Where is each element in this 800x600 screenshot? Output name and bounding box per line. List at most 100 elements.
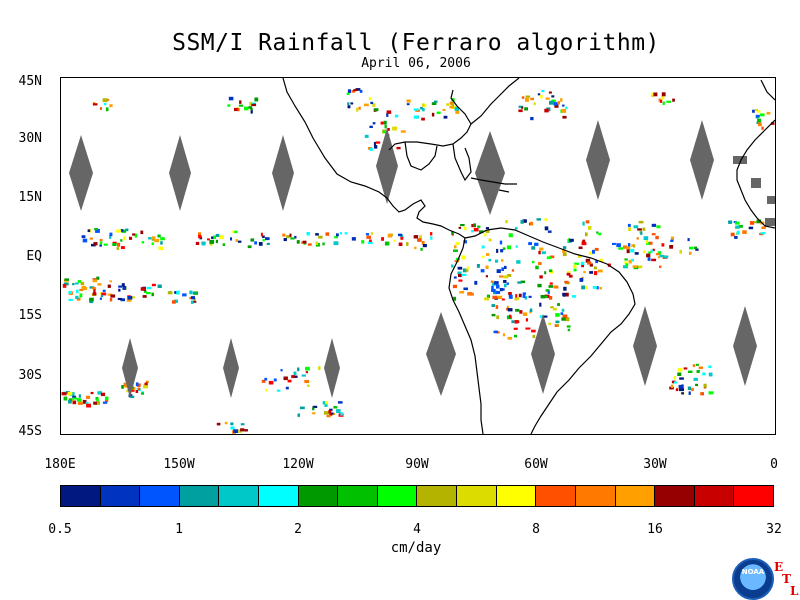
rain-pixel [151, 236, 156, 240]
rain-pixel [333, 406, 338, 409]
rain-pixel [504, 265, 507, 269]
rain-pixel [102, 98, 108, 103]
rain-pixel [583, 285, 588, 289]
rain-pixel [490, 280, 494, 283]
rain-pixel [491, 304, 496, 307]
rain-pixel [662, 101, 665, 105]
rain-pixel [501, 267, 504, 271]
rain-pixel [90, 391, 94, 395]
rain-pixel [457, 266, 463, 270]
rain-pixel [541, 89, 545, 92]
rain-pixel [501, 298, 505, 301]
lat-label-15s: 15S [18, 308, 42, 323]
rain-pixel [92, 103, 98, 106]
rain-pixel [453, 276, 457, 279]
rain-pixel [597, 269, 603, 273]
rain-pixel [463, 240, 467, 244]
rain-pixel [436, 111, 441, 114]
rain-pixel [336, 409, 341, 413]
rain-pixel [520, 220, 524, 224]
rain-pixel [451, 231, 454, 235]
rain-pixel [406, 242, 409, 246]
rain-pixel [548, 285, 554, 288]
rain-pixel [752, 109, 755, 113]
rain-pixel [367, 241, 373, 245]
rain-pixel [463, 287, 468, 291]
rain-pixel [373, 141, 376, 146]
rain-pixel [315, 241, 318, 246]
rain-pixel [574, 262, 579, 265]
rain-pixel [565, 292, 569, 297]
rain-pixel [430, 232, 433, 236]
rain-pixel [708, 391, 714, 395]
rain-pixel [507, 274, 512, 277]
rain-pixel [618, 247, 624, 250]
rain-pixel [112, 243, 117, 246]
rain-pixel [503, 280, 507, 283]
rain-pixel [612, 242, 616, 245]
rain-pixel [651, 233, 656, 236]
rain-pixel [91, 243, 96, 247]
rain-pixel [485, 230, 490, 233]
rain-pixel [488, 238, 492, 242]
rain-pixel [120, 246, 125, 249]
rain-pixel [687, 238, 690, 242]
rain-pixel [661, 243, 665, 247]
rain-pixel [109, 104, 113, 108]
rain-pixel [372, 103, 376, 107]
rain-pixel [396, 146, 401, 150]
rain-pixel [334, 236, 338, 239]
rain-pixel [689, 246, 694, 250]
rain-pixel [290, 237, 295, 240]
rain-pixel [134, 233, 138, 238]
rain-pixel [301, 374, 306, 377]
rain-pixel [127, 296, 133, 300]
rain-pixel [239, 100, 242, 104]
rain-pixel [423, 103, 427, 108]
rain-pixel [138, 387, 141, 391]
rain-pixel [89, 286, 95, 289]
rain-pixel [630, 248, 635, 253]
etl-logo-letter: T [782, 572, 791, 586]
rain-pixel [708, 365, 712, 369]
colorbar-label: 16 [647, 522, 663, 537]
rain-pixel [368, 97, 372, 101]
rain-pixel [289, 233, 292, 238]
rain-pixel [585, 220, 590, 224]
rain-pixel [105, 396, 109, 401]
rain-pixel [596, 231, 599, 234]
rain-pixel [451, 264, 454, 268]
rain-pixel [566, 325, 571, 328]
rain-pixel [624, 258, 628, 261]
rain-pixel [650, 249, 653, 253]
rain-pixel [595, 260, 598, 264]
rain-pixel [652, 248, 655, 252]
rain-pixel [698, 366, 703, 369]
rain-pixel [68, 399, 72, 404]
rain-pixel [459, 291, 465, 294]
rain-pixel [100, 295, 104, 298]
rain-pixel [481, 245, 485, 249]
rain-pixel [555, 320, 560, 324]
rain-pixel [670, 384, 674, 388]
rain-pixel [176, 290, 180, 295]
rain-pixel [599, 287, 602, 290]
rainfall-map [60, 77, 776, 435]
rain-pixel [392, 126, 398, 131]
rain-pixel [742, 230, 747, 234]
rain-pixel [328, 410, 332, 414]
rain-pixel [192, 300, 197, 303]
rain-pixel [458, 279, 463, 282]
south-america-coast [464, 227, 636, 434]
rain-pixel [307, 243, 312, 246]
rain-pixel [120, 239, 123, 242]
rain-pixel [749, 221, 755, 225]
rain-pixel [486, 253, 490, 256]
land-mask-patch [765, 218, 775, 226]
rain-pixel [351, 90, 356, 93]
rain-pixel [678, 384, 684, 389]
rain-pixel [556, 323, 559, 327]
rain-pixel [116, 229, 122, 233]
rain-pixel [531, 246, 536, 250]
rain-pixel [689, 251, 692, 255]
